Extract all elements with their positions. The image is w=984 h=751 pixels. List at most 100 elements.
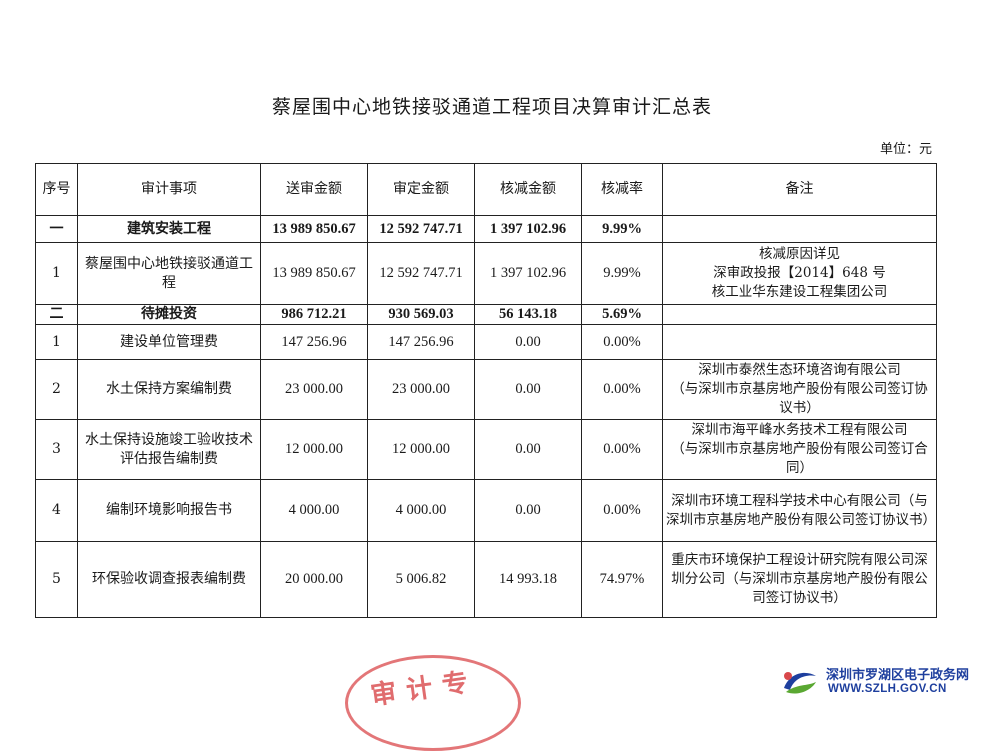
table-header-row: 序号 审计事项 送审金额 审定金额 核减金额 核减率 备注: [35, 163, 937, 216]
row-rate-cell: 9.99%: [581, 242, 663, 305]
row-reduction-text: 0.00: [515, 441, 541, 457]
row-rate-text: 74.97%: [599, 571, 645, 587]
row-rate-cell: 0.00%: [581, 324, 663, 360]
header-reduction: 核减金额: [474, 163, 582, 216]
row-remark-cell: [662, 215, 937, 243]
row-submitted-cell: 20 000.00: [260, 541, 368, 618]
row-reduction-text: 0.00: [515, 381, 541, 397]
row-submitted-text: 13 989 850.67: [272, 265, 356, 281]
row-reduction-text: 56 143.18: [499, 306, 557, 322]
row-remark-cell: [662, 324, 937, 360]
row-reduction-text: 1 397 102.96: [489, 265, 567, 281]
row-no-text: 5: [52, 571, 61, 587]
table-row: 1 蔡屋围中心地铁接驳通道工程 13 989 850.67 12 592 747.71…: [35, 242, 937, 305]
row-rate-cell: 5.69%: [581, 304, 663, 325]
row-rate-text: 9.99%: [603, 265, 641, 281]
row-submitted-text: 986 712.21: [281, 306, 347, 322]
unit-label: 单位：元: [879, 142, 932, 157]
row-submitted-cell: 12 000.00: [260, 419, 368, 480]
row-remark-text: 深圳市泰然生态环境咨询有限公司 （与深圳市京基房地产股份有限公司签订协议书）: [671, 362, 928, 416]
row-item-cell: 蔡屋围中心地铁接驳通道工程: [77, 242, 261, 305]
table-row: 1 建设单位管理费 147 256.96 147 256.96 0.00 0.00%: [35, 324, 937, 360]
row-rate-text: 0.00%: [603, 333, 641, 350]
header-no: 序号: [35, 163, 78, 216]
site-logo-icon: [784, 672, 816, 694]
row-approved-text: 23 000.00: [392, 381, 450, 397]
row-no-text: 1: [52, 333, 61, 350]
row-item-text: 水土保持设施竣工验收技术评估报告编制费: [85, 431, 253, 467]
header-remark: 备注: [662, 163, 937, 216]
row-remark-cell: 核减原因详见 深审政投报【2014】648 号 核工业华东建设工程集团公司: [662, 242, 937, 305]
table-row: 5 环保验收调查报表编制费 20 000.00 5 006.82 14 993.18 74…: [35, 541, 937, 618]
site-name: 深圳市罗湖区电子政务网: [826, 668, 970, 683]
row-remark-text: 重庆市环境保护工程设计研究院有限公司深圳分公司（与深圳市京基房地产股份有限公司签…: [671, 552, 928, 606]
row-rate-text: 9.99%: [602, 220, 642, 237]
row-no-cell: 1: [35, 324, 78, 360]
header-item: 审计事项: [77, 163, 261, 216]
table-row: 一 建筑安装工程 13 989 850.67 12 592 747.71 1 397 1…: [35, 215, 937, 243]
row-no-cell: 1: [35, 242, 78, 305]
row-reduction-cell: 1 397 102.96: [474, 215, 582, 243]
row-reduction-cell: 0.00: [474, 419, 582, 480]
row-item-text: 环保验收调查报表编制费: [92, 571, 246, 587]
row-submitted-text: 147 256.96: [281, 333, 347, 350]
row-item-cell: 水土保持方案编制费: [77, 359, 261, 420]
row-approved-text: 4 000.00: [395, 502, 447, 518]
row-item-text: 建筑安装工程: [127, 220, 211, 237]
row-submitted-text: 23 000.00: [285, 381, 343, 397]
row-approved-cell: 147 256.96: [367, 324, 475, 360]
row-rate-cell: 0.00%: [581, 419, 663, 480]
row-item-text: 待摊投资: [141, 306, 197, 322]
header-approved: 审定金额: [367, 163, 475, 216]
header-rate: 核减率: [581, 163, 663, 216]
row-submitted-cell: 23 000.00: [260, 359, 368, 420]
row-rate-cell: 0.00%: [581, 479, 663, 542]
document-title: 蔡屋围中心地铁接驳通道工程项目决算审计汇总表: [271, 96, 712, 118]
row-item-text: 建设单位管理费: [120, 333, 218, 350]
row-no-text: 1: [52, 265, 61, 281]
row-item-cell: 建设单位管理费: [77, 324, 261, 360]
row-approved-cell: 4 000.00: [367, 479, 475, 542]
row-item-text: 编制环境影响报告书: [106, 502, 232, 518]
row-no-cell: 5: [35, 541, 78, 618]
row-remark-cell: 重庆市环境保护工程设计研究院有限公司深圳分公司（与深圳市京基房地产股份有限公司签…: [662, 541, 937, 618]
row-rate-cell: 0.00%: [581, 359, 663, 420]
row-remark-cell: 深圳市海平峰水务技术工程有限公司 （与深圳市京基房地产股份有限公司签订合同）: [662, 419, 937, 480]
table-row: 2 水土保持方案编制费 23 000.00 23 000.00 0.00 0.00% 深圳市…: [35, 359, 937, 420]
row-item-cell: 编制环境影响报告书: [77, 479, 261, 542]
row-approved-cell: 12 000.00: [367, 419, 475, 480]
row-submitted-text: 12 000.00: [285, 441, 343, 457]
row-approved-cell: 930 569.03: [367, 304, 475, 325]
row-reduction-cell: 14 993.18: [474, 541, 582, 618]
row-remark-text: 深圳市海平峰水务技术工程有限公司 （与深圳市京基房地产股份有限公司签订合同）: [671, 422, 928, 476]
row-item-cell: 待摊投资: [77, 304, 261, 325]
audit-summary-table: 序号 审计事项 送审金额 审定金额 核减金额 核减率 备注 一 建筑安装工程 13 …: [35, 163, 937, 618]
row-no-text: 3: [52, 441, 61, 457]
row-no-text: 4: [52, 502, 61, 518]
site-watermark: 深圳市罗湖区电子政务网 WWW.SZLH.GOV.CN: [780, 658, 980, 704]
row-submitted-cell: 986 712.21: [260, 304, 368, 325]
row-no-cell: 2: [35, 359, 78, 420]
row-rate-cell: 9.99%: [581, 215, 663, 243]
row-approved-cell: 12 592 747.71: [367, 215, 475, 243]
row-reduction-cell: 0.00: [474, 479, 582, 542]
row-no-cell: 3: [35, 419, 78, 480]
row-rate-text: 0.00%: [603, 381, 641, 397]
row-remark-cell: 深圳市环境工程科学技术中心有限公司（与深圳市京基房地产股份有限公司签订协议书）: [662, 479, 937, 542]
row-submitted-text: 4 000.00: [288, 502, 340, 518]
row-no-text: 一: [49, 220, 64, 237]
row-reduction-cell: 56 143.18: [474, 304, 582, 325]
row-rate-text: 0.00%: [603, 441, 641, 457]
row-item-text: 蔡屋围中心地铁接驳通道工程: [85, 255, 253, 291]
row-no-cell: 4: [35, 479, 78, 542]
row-no-cell: 二: [35, 304, 78, 325]
row-rate-cell: 74.97%: [581, 541, 663, 618]
row-no-text: 2: [52, 381, 61, 397]
row-remark-cell: 深圳市泰然生态环境咨询有限公司 （与深圳市京基房地产股份有限公司签订协议书）: [662, 359, 937, 420]
row-reduction-cell: 0.00: [474, 324, 582, 360]
row-submitted-text: 13 989 850.67: [272, 220, 356, 237]
row-item-cell: 环保验收调查报表编制费: [77, 541, 261, 618]
row-reduction-text: 0.00: [515, 502, 541, 518]
header-submitted: 送审金额: [260, 163, 368, 216]
row-no-cell: 一: [35, 215, 78, 243]
